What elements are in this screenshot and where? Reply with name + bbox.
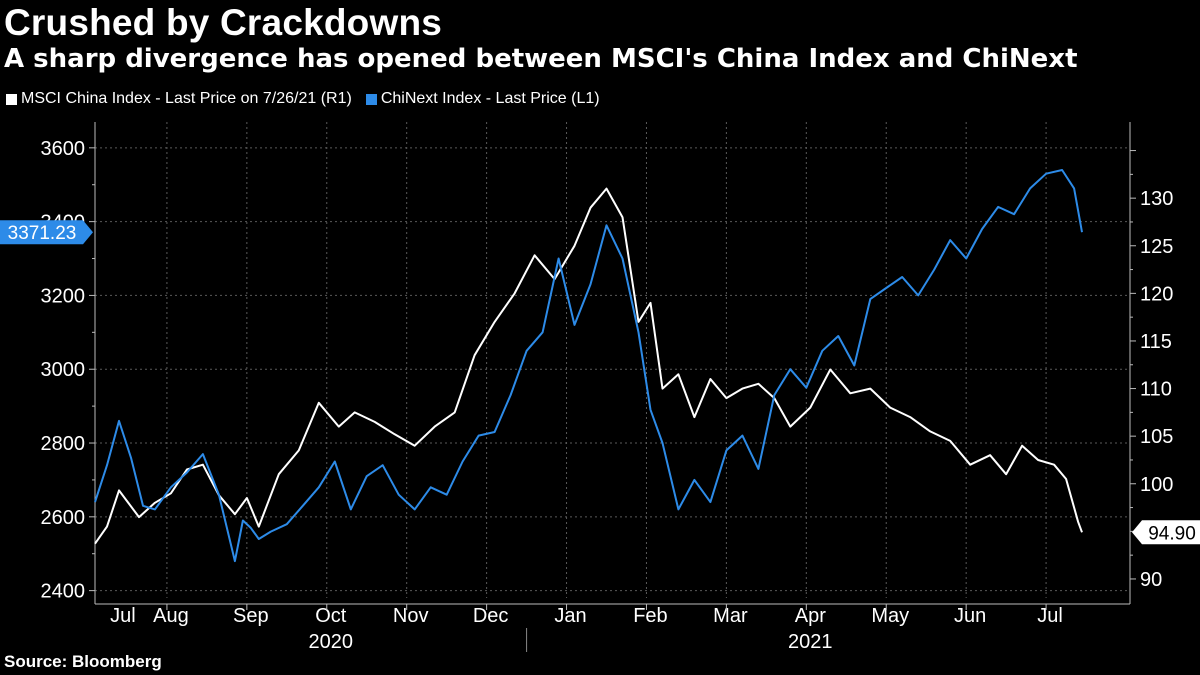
x-axis-tick-label: Jan	[554, 605, 586, 627]
right-axis-tick-label: 105	[1140, 426, 1173, 448]
legend: MSCI China Index - Last Price on 7/26/21…	[6, 90, 614, 108]
source-note: Source: Bloomberg	[4, 652, 162, 671]
left-axis-tick-label: 3600	[41, 138, 86, 160]
x-axis-tick-label: Sep	[233, 605, 269, 627]
right-axis-tick-label: 120	[1140, 283, 1173, 305]
left-axis-tick-label: 2800	[41, 433, 86, 455]
legend-item-chinext: ChiNext Index - Last Price (L1)	[365, 90, 600, 108]
chinext-last-value-badge	[0, 220, 93, 245]
right-axis-tick-label: 110	[1140, 379, 1172, 401]
x-axis-tick-label: Jul	[1037, 605, 1063, 627]
legend-item-msci: MSCI China Index - Last Price on 7/26/21…	[6, 90, 352, 108]
legend-label-chinext: ChiNext Index - Last Price (L1)	[380, 90, 600, 107]
x-axis-tick-label: Mar	[713, 605, 748, 627]
right-axis-tick-label: 115	[1140, 331, 1172, 353]
year-label: 2020	[309, 631, 354, 653]
legend-label-msci: MSCI China Index - Last Price on 7/26/21…	[21, 90, 352, 107]
x-axis-tick-label: Jun	[954, 605, 986, 627]
year-label: 2021	[788, 631, 833, 653]
left-axis-tick-label: 2400	[41, 581, 86, 603]
x-axis-tick-label: Dec	[473, 605, 509, 627]
right-axis-tick-label: 130	[1140, 188, 1173, 210]
x-axis-tick-label: Oct	[315, 605, 347, 627]
chinext-last-value-label: 3371.23	[8, 223, 77, 244]
left-axis-tick-label: 2600	[41, 507, 86, 529]
left-axis-tick-label: 3200	[41, 285, 86, 307]
msci-last-value-label: 94.90	[1148, 523, 1196, 544]
x-axis-tick-label: Apr	[795, 605, 826, 627]
msci-last-value-badge	[1132, 520, 1200, 545]
right-axis-tick-label: 90	[1140, 569, 1162, 591]
x-axis-tick-label: Nov	[393, 605, 429, 627]
chart-subtitle: A sharp divergence has opened between MS…	[4, 44, 1078, 74]
msci-series-line	[94, 187, 1083, 545]
x-axis-tick-label: Aug	[153, 605, 189, 627]
left-axis-tick-label: 3000	[41, 359, 86, 381]
right-axis-tick-label: 100	[1140, 474, 1173, 496]
x-axis-tick-label: May	[871, 605, 909, 627]
legend-swatch-msci	[6, 93, 17, 105]
chinext-series-line	[94, 169, 1083, 563]
right-axis-tick-label: 125	[1140, 236, 1173, 258]
legend-swatch-chinext	[365, 93, 377, 105]
x-axis-tick-label: Jul	[110, 605, 136, 627]
x-axis-tick-label: Feb	[633, 605, 667, 627]
chart-title: Crushed by Crackdowns	[4, 2, 443, 43]
